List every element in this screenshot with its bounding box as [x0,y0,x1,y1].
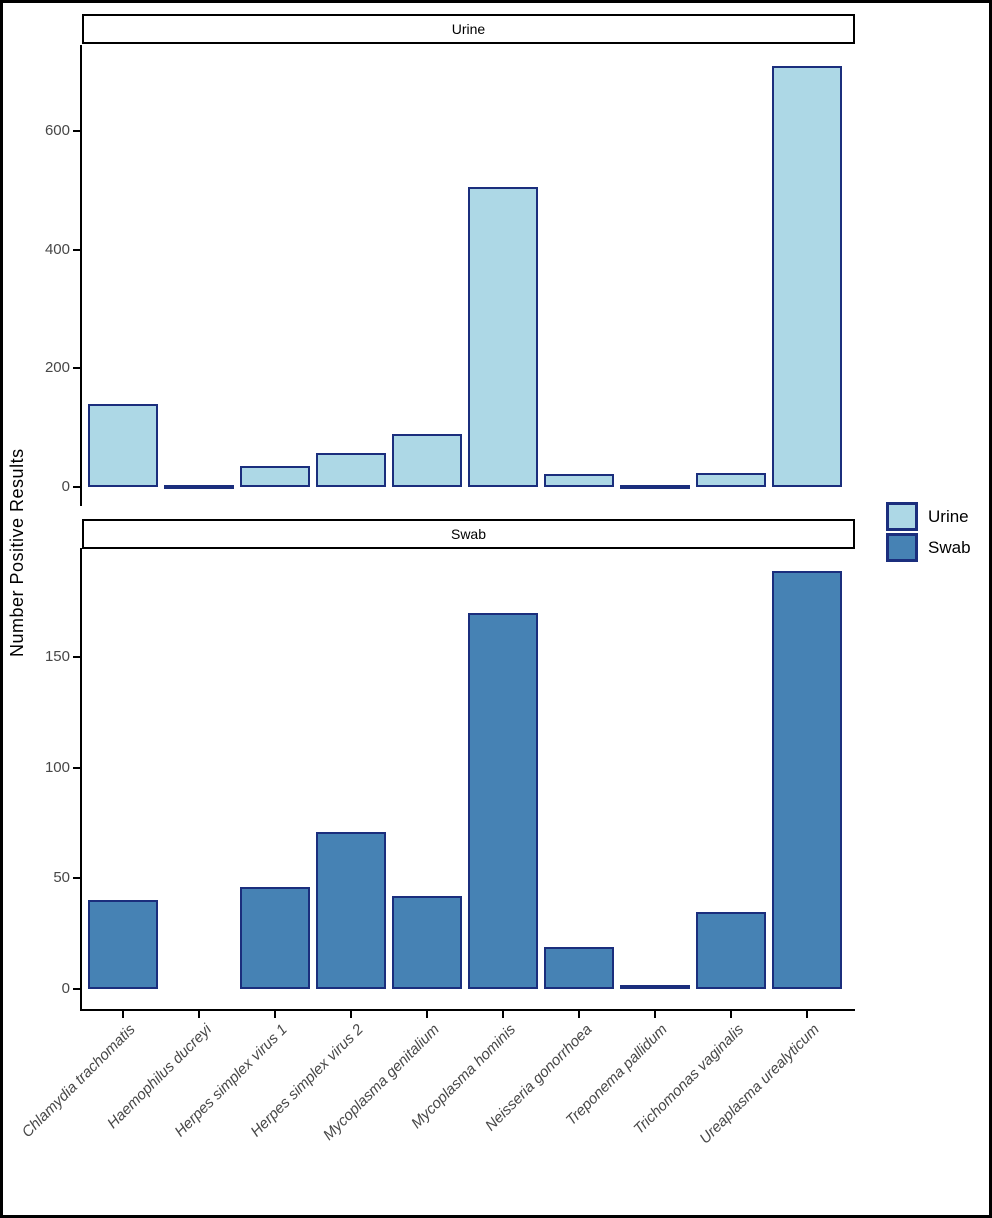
y-axis-title: Number Positive Results [7,448,27,658]
bar-urine [544,473,614,487]
y-tick-label-urine: 600 [44,121,70,139]
y-tick-swab [73,988,80,990]
y-axis-line-swab [80,548,82,1009]
bar-urine [468,187,538,487]
x-tick [426,1011,428,1018]
y-axis-line-urine [80,45,82,506]
y-tick-urine [73,248,80,251]
bar-swab [468,612,538,989]
bar-swab [620,984,690,989]
bar-urine [696,473,766,487]
x-tick [122,1011,124,1018]
y-tick-label-swab: 50 [53,869,70,887]
y-tick-swab [73,766,80,769]
y-tick-urine [73,129,80,132]
legend: Urine Swab [886,502,971,562]
bar-swab [772,570,842,989]
bar-urine [240,466,310,487]
bar-swab [316,831,386,989]
y-tick-label-urine: 200 [44,359,70,377]
bar-urine [620,485,690,489]
legend-swatch-swab [886,533,918,562]
bar-swab [544,946,614,989]
legend-label-swab: Swab [928,537,971,557]
bar-swab [392,896,462,989]
y-tick-label-urine: 400 [44,240,70,258]
x-tick [198,1011,200,1018]
x-tick [274,1011,276,1018]
y-tick-swab [73,655,80,658]
x-tick [578,1011,580,1018]
facet-strip-urine-label: Urine [451,21,486,37]
legend-label-urine: Urine [928,506,969,526]
bar-urine [88,403,158,487]
bar-urine [772,65,842,487]
y-tick-urine [73,367,80,370]
facet-strip-swab-label: Swab [450,526,487,542]
legend-swatch-urine [886,502,918,531]
bar-urine [164,485,234,489]
x-tick [654,1011,656,1018]
y-tick-label-swab: 150 [44,647,70,665]
y-tick-label-swab: 0 [61,980,70,997]
facet-strip-swab: Swab [82,519,855,549]
x-tick [502,1011,504,1018]
x-tick [730,1011,732,1018]
legend-item-urine: Urine [886,502,971,531]
bar-swab [240,887,310,989]
bar-swab [696,911,766,989]
y-tick-label-swab: 100 [44,758,70,776]
x-axis-line [80,1009,855,1011]
bar-urine [392,433,462,487]
y-tick-urine [73,486,80,488]
x-tick [350,1011,352,1018]
bar-urine [316,452,386,487]
bar-swab [88,900,158,989]
y-tick-swab [73,877,80,880]
legend-item-swab: Swab [886,533,971,562]
facet-strip-urine: Urine [82,14,855,44]
x-tick [806,1011,808,1018]
y-tick-label-urine: 0 [61,478,70,495]
